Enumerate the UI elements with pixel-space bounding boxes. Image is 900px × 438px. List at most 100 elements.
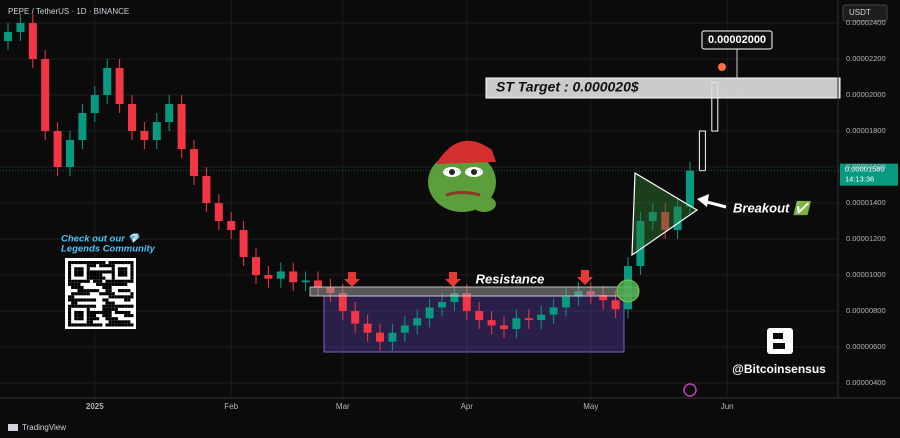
qr-module <box>124 273 128 277</box>
qr-module <box>111 304 115 308</box>
qr-module <box>96 289 100 293</box>
qr-module <box>108 264 112 268</box>
candle-body <box>661 212 670 231</box>
qr-module <box>86 276 90 280</box>
candle-body <box>165 104 174 123</box>
qr-module <box>99 310 103 315</box>
candle-body <box>500 325 508 330</box>
handle: @Bitcoinsensus <box>732 362 826 376</box>
qr-module <box>71 298 75 302</box>
qr-module <box>124 304 128 308</box>
qr-module <box>68 270 72 274</box>
y-tick-label: 0.00002000 <box>846 90 886 99</box>
qr-module <box>117 282 122 286</box>
candle-body <box>351 311 360 324</box>
qr-module <box>111 301 115 305</box>
resistance-label: Resistance <box>476 271 545 286</box>
qr-module <box>68 310 72 315</box>
qr-module <box>102 314 106 318</box>
qr-module <box>89 314 93 318</box>
qr-module <box>83 292 87 296</box>
qr-module <box>68 282 72 286</box>
qr-module <box>117 279 122 283</box>
qr-module <box>89 273 93 277</box>
candle-body <box>400 325 409 333</box>
qr-module <box>92 270 97 274</box>
qr-module <box>124 270 128 274</box>
qr-module <box>80 261 84 265</box>
candle-body <box>16 23 25 33</box>
qr-module <box>86 298 90 302</box>
qr-module <box>130 304 134 308</box>
resistance-arrows <box>344 270 593 287</box>
currency-box[interactable] <box>842 4 888 22</box>
qr-module <box>92 298 97 302</box>
x-tick-label: Apr <box>461 402 474 411</box>
qr-module <box>108 310 112 315</box>
candle-body <box>115 68 124 105</box>
qr-module <box>121 261 125 265</box>
qr-module <box>121 270 125 274</box>
qr-module <box>130 295 134 299</box>
qr-module <box>102 310 106 315</box>
qr-module <box>105 314 109 318</box>
qr-module <box>124 314 128 318</box>
qr-module <box>99 282 103 286</box>
candle-body <box>648 212 657 222</box>
qr-module <box>124 310 128 315</box>
qr-module <box>80 289 84 293</box>
qr-module <box>111 267 115 271</box>
qr-module <box>89 289 93 293</box>
candle-body <box>239 230 248 258</box>
y-tick-label: 0.00002200 <box>846 54 886 63</box>
qr-module <box>68 298 72 302</box>
qr-module <box>117 323 122 327</box>
qr-module <box>86 279 90 283</box>
qr-module <box>96 310 100 315</box>
y-tick-label: 0.00001200 <box>846 234 886 243</box>
qr-module <box>77 267 81 271</box>
qr-module <box>68 273 72 277</box>
candle-body <box>140 131 149 141</box>
candle-body <box>53 131 62 168</box>
qr-module <box>114 323 118 327</box>
qr-module <box>114 279 118 283</box>
qr-module <box>124 320 128 324</box>
qr-module <box>114 317 118 321</box>
qr-module <box>74 273 78 277</box>
y-tick-label: 0.00001400 <box>846 198 886 207</box>
resistance-band <box>309 286 639 297</box>
qr-module <box>96 270 100 274</box>
qr-module <box>127 323 131 327</box>
target-label: ST Target : 0.000020$ <box>496 79 639 95</box>
qr-module <box>105 289 109 293</box>
qr-module <box>117 267 122 271</box>
qr-module <box>121 279 125 283</box>
qr-module <box>108 301 112 305</box>
qr-module <box>83 289 87 293</box>
qr-module <box>86 292 90 296</box>
candle-body <box>425 307 434 319</box>
qr-module <box>77 289 81 293</box>
qr-module <box>99 273 103 277</box>
qr-module <box>99 279 103 283</box>
qr-module <box>121 273 125 277</box>
qr-module <box>86 323 90 327</box>
qr-module <box>102 276 106 280</box>
qr-module <box>74 285 78 290</box>
qr-module <box>130 276 134 280</box>
qr-module <box>99 261 103 265</box>
qr-module <box>86 314 90 318</box>
x-tick-label: May <box>583 402 598 411</box>
spark-icon <box>718 63 726 71</box>
candle-body <box>78 113 87 141</box>
qr-module <box>105 323 109 327</box>
qr-module <box>83 323 87 327</box>
qr-module <box>130 267 134 271</box>
qr-module <box>105 307 109 311</box>
qr-module <box>74 261 78 265</box>
qr-module <box>96 323 100 327</box>
qr-module <box>99 264 103 268</box>
